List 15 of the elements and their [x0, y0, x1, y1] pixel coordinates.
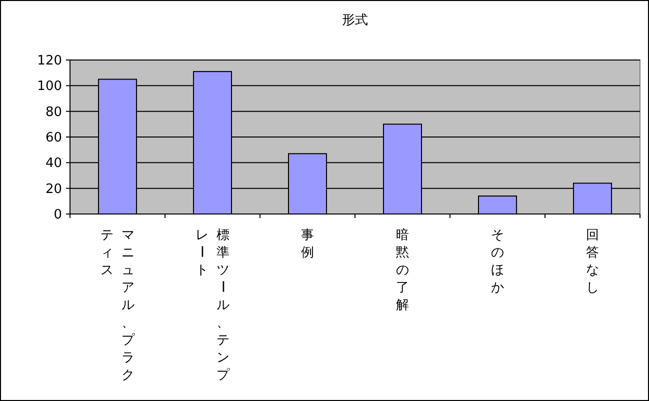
x-tick-label: 事例 [301, 228, 314, 260]
y-tick-label: 120 [37, 54, 62, 69]
y-tick-label: 0 [54, 208, 62, 223]
y-tick-label: 20 [45, 182, 62, 197]
y-tick-label: 80 [45, 104, 62, 120]
y-tick-label: 100 [37, 79, 62, 94]
x-tick-label: 暗黙の了解 [396, 228, 409, 313]
chart-title: 形式 [342, 13, 368, 28]
x-tick-label: マニュアル、プラクティス [100, 228, 136, 383]
y-tick-label: 60 [45, 130, 62, 146]
x-tick-label: そのほか [491, 228, 504, 296]
y-tick-label: 40 [45, 156, 62, 172]
x-tick-label: 回答なし [586, 228, 599, 296]
x-tick-label: 標準ツール、テンプレート [193, 228, 230, 383]
bar [478, 196, 517, 214]
